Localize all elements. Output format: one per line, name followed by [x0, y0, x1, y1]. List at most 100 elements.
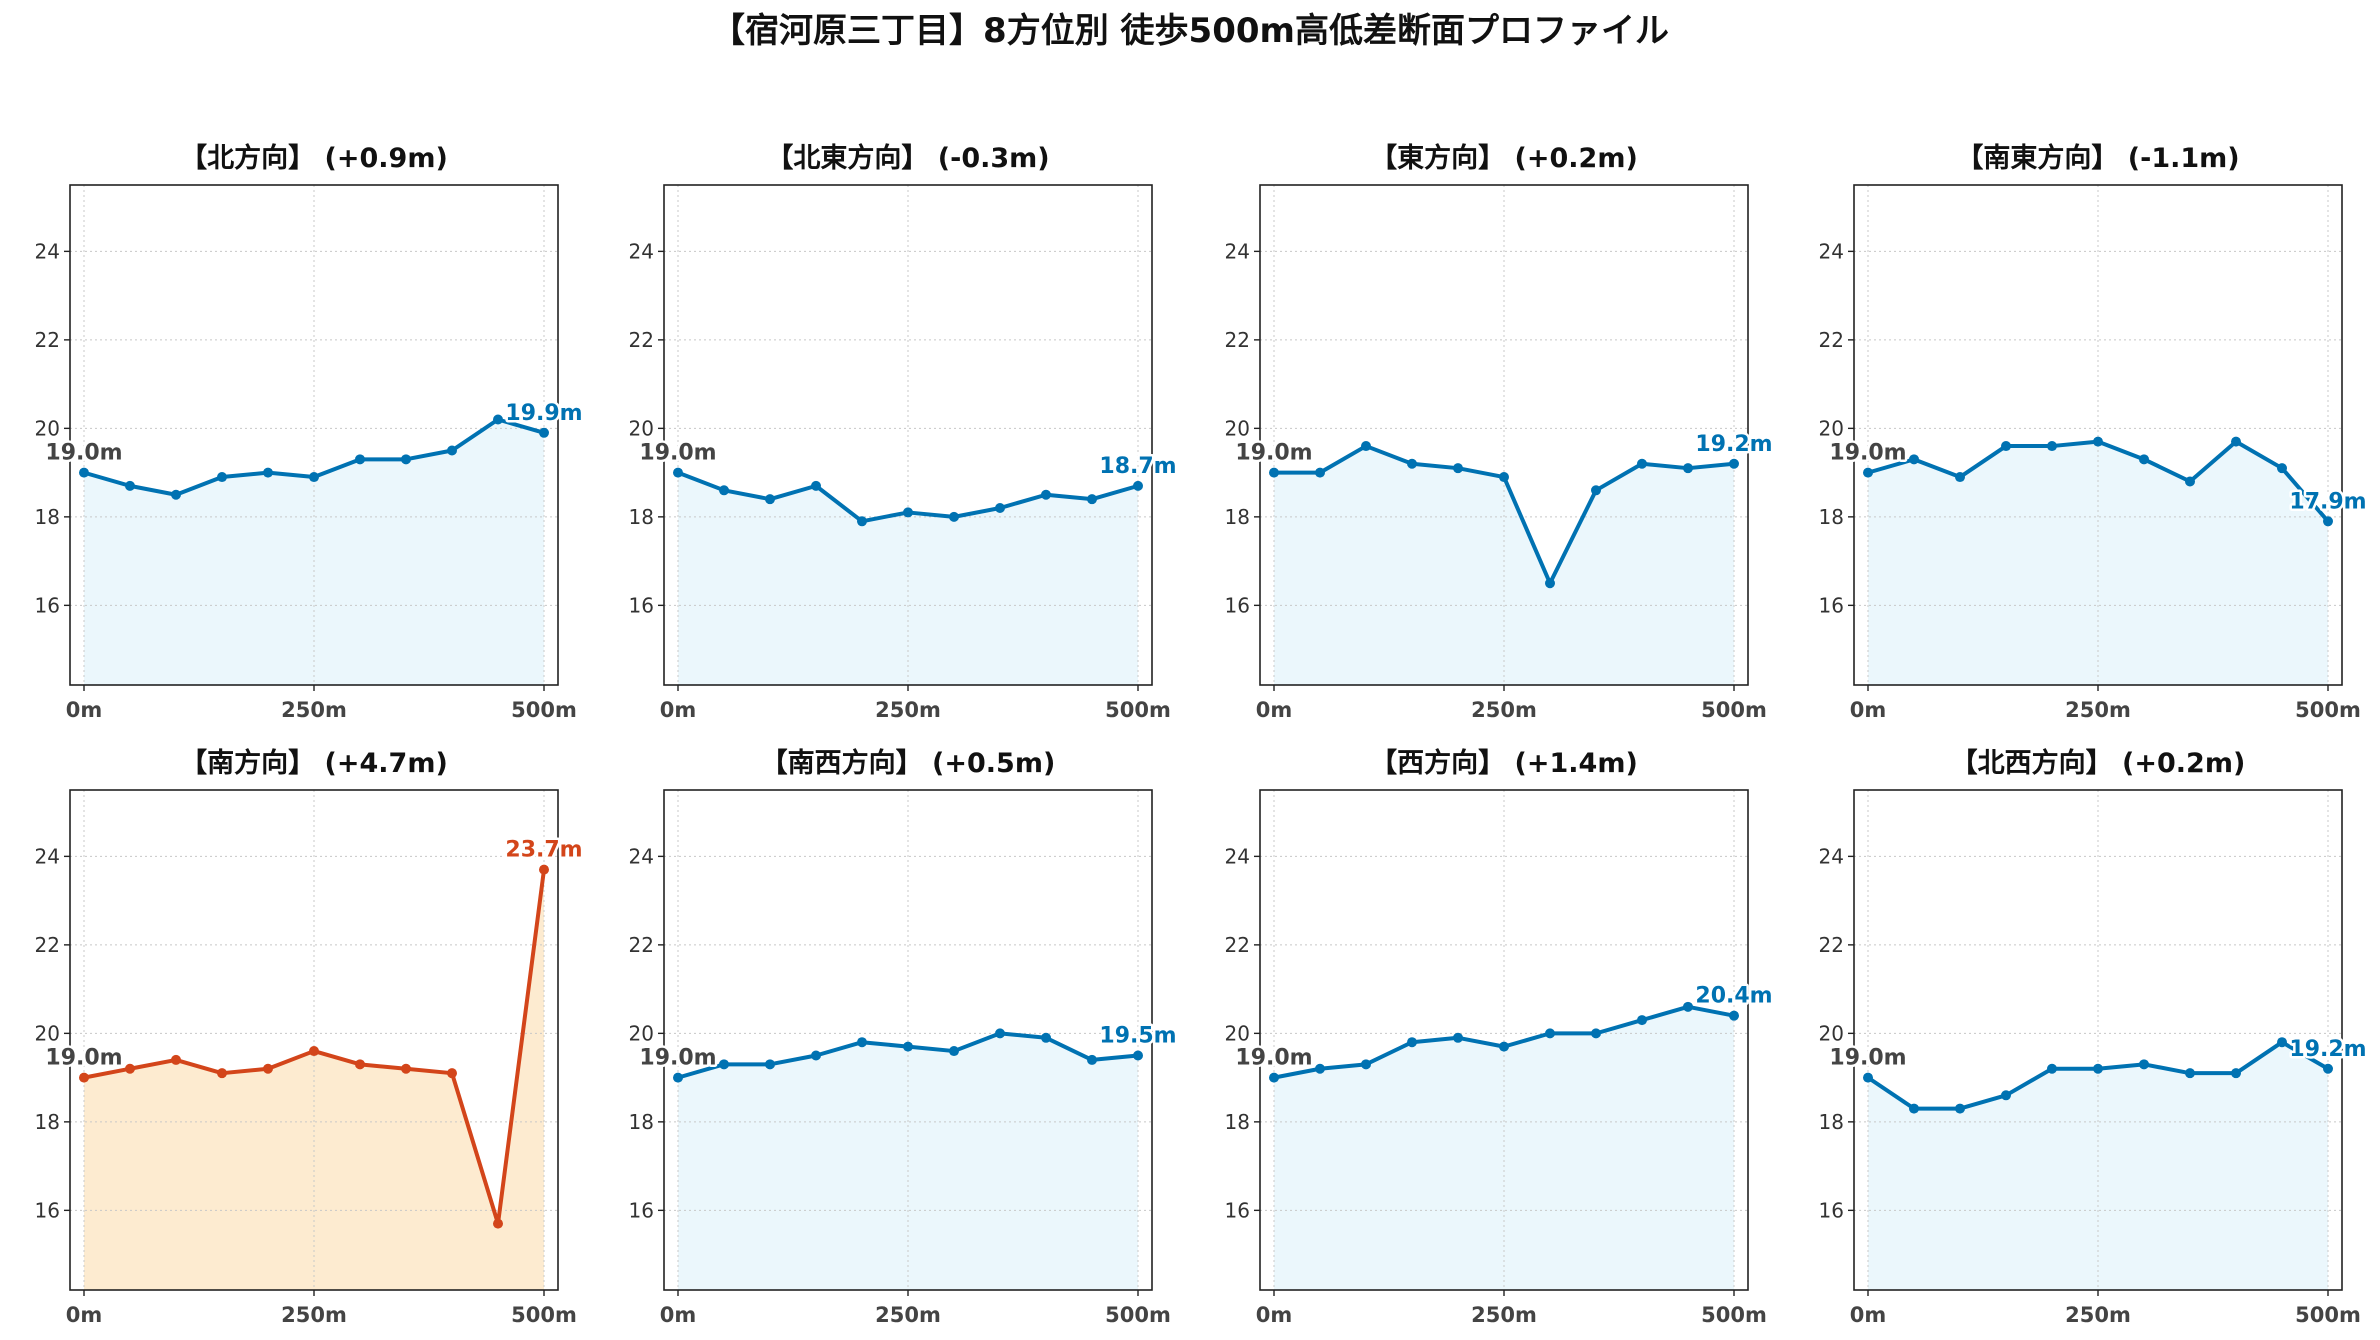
elevation-point [1407, 458, 1417, 469]
elevation-point [1361, 441, 1371, 452]
x-tick-label: 250m [281, 698, 347, 722]
elevation-point [217, 472, 227, 483]
elevation-point [539, 427, 549, 438]
profile-panel: 【北西方向】 (+0.2m) 16 18 20 22 24 0m 250m 500m 19.0m 1… [1819, 747, 2370, 1327]
elevation-point [765, 1059, 775, 1070]
elevation-point [1545, 578, 1555, 589]
elevation-point [995, 503, 1005, 514]
x-tick-label: 0m [1256, 698, 1293, 722]
elevation-point [1683, 463, 1693, 474]
y-tick-label: 24 [629, 239, 654, 263]
y-tick-label: 24 [1225, 844, 1250, 868]
elevation-point [2231, 1068, 2241, 1079]
y-tick-label: 22 [1225, 328, 1250, 352]
elevation-point [1269, 1072, 1279, 1083]
end-elevation-label: 20.4m [1695, 984, 1772, 1009]
y-tick-label: 22 [1819, 328, 1844, 352]
x-tick-label: 0m [1850, 1303, 1887, 1327]
elevation-point [719, 1059, 729, 1070]
elevation-point [2277, 463, 2287, 474]
elevation-point [857, 516, 867, 527]
y-tick-label: 18 [629, 505, 654, 529]
elevation-point [1133, 1050, 1143, 1061]
start-elevation-label: 19.0m [1235, 1046, 1312, 1071]
elevation-point [493, 414, 503, 425]
profile-panel: 【北東方向】 (-0.3m) 16 18 20 22 24 0m 250m 500m 19.0m 1… [629, 142, 1180, 722]
x-tick-label: 500m [511, 698, 577, 722]
elevation-point [1041, 489, 1051, 500]
x-tick-label: 0m [660, 1303, 697, 1327]
elevation-point [1453, 1032, 1463, 1043]
y-tick-label: 20 [1819, 416, 1844, 440]
elevation-point [811, 480, 821, 491]
elevation-point [1315, 1063, 1325, 1074]
elevation-point [1545, 1028, 1555, 1039]
elevation-point [401, 454, 411, 465]
y-tick-label: 22 [35, 328, 60, 352]
elevation-point [949, 1046, 959, 1057]
x-tick-label: 500m [511, 1303, 577, 1327]
start-elevation-label: 19.0m [45, 1046, 122, 1071]
elevation-point [903, 1041, 913, 1052]
y-tick-label: 24 [1225, 239, 1250, 263]
elevation-point [1499, 1041, 1509, 1052]
end-elevation-label: 19.5m [1099, 1023, 1176, 1048]
end-elevation-label: 17.9m [2289, 489, 2366, 514]
profile-panel: 【南東方向】 (-1.1m) 16 18 20 22 24 0m 250m 500m 19.0m 1… [1819, 142, 2370, 722]
elevation-point [1315, 467, 1325, 478]
elevation-point [1863, 1072, 1873, 1083]
elevation-point [2047, 441, 2057, 452]
x-tick-label: 250m [2065, 698, 2131, 722]
elevation-point [1453, 463, 1463, 474]
y-tick-label: 16 [1225, 1198, 1250, 1222]
y-tick-label: 22 [35, 933, 60, 957]
y-tick-label: 16 [1819, 1198, 1844, 1222]
panel-title: 【北方向】 (+0.9m) [180, 142, 448, 174]
elevation-point [125, 1063, 135, 1074]
x-tick-label: 250m [281, 1303, 347, 1327]
elevation-point [1591, 485, 1601, 496]
panel-title: 【北東方向】 (-0.3m) [766, 142, 1049, 174]
y-tick-label: 20 [1225, 1021, 1250, 1045]
y-tick-label: 16 [1225, 593, 1250, 617]
elevation-point [171, 489, 181, 500]
profile-panel: 【東方向】 (+0.2m) 16 18 20 22 24 0m 250m 500m 19.0m 19… [1225, 142, 1776, 722]
y-tick-label: 24 [629, 844, 654, 868]
elevation-point [1499, 472, 1509, 483]
elevation-point [2093, 1063, 2103, 1074]
x-tick-label: 500m [1105, 1303, 1171, 1327]
y-tick-label: 16 [35, 593, 60, 617]
y-tick-label: 20 [629, 1021, 654, 1045]
elevation-point [1863, 467, 1873, 478]
start-elevation-label: 19.0m [1829, 441, 1906, 466]
elevation-point [1269, 467, 1279, 478]
panel-title: 【東方向】 (+0.2m) [1370, 142, 1638, 174]
x-tick-label: 0m [660, 698, 697, 722]
y-tick-label: 20 [629, 416, 654, 440]
start-elevation-label: 19.0m [1235, 441, 1312, 466]
elevation-point [1955, 1103, 1965, 1114]
elevation-point [171, 1054, 181, 1065]
elevation-point [857, 1037, 867, 1048]
elevation-point [1729, 1010, 1739, 1021]
elevation-point [811, 1050, 821, 1061]
elevation-point [995, 1028, 1005, 1039]
elevation-area [84, 419, 544, 685]
elevation-point [903, 507, 913, 518]
elevation-point [2001, 441, 2011, 452]
panel-title: 【北西方向】 (+0.2m) [1951, 747, 2246, 779]
elevation-point [2231, 436, 2241, 447]
y-tick-label: 18 [629, 1110, 654, 1134]
elevation-point [493, 1218, 503, 1229]
elevation-area [1868, 441, 2328, 685]
elevation-point [673, 1072, 683, 1083]
y-tick-label: 16 [629, 593, 654, 617]
x-tick-label: 500m [1105, 698, 1171, 722]
y-tick-label: 24 [35, 844, 60, 868]
x-tick-label: 500m [2295, 698, 2361, 722]
end-elevation-label: 23.7m [505, 838, 582, 863]
elevation-point [1637, 1015, 1647, 1026]
y-tick-label: 20 [35, 1021, 60, 1045]
elevation-point [2323, 516, 2333, 527]
